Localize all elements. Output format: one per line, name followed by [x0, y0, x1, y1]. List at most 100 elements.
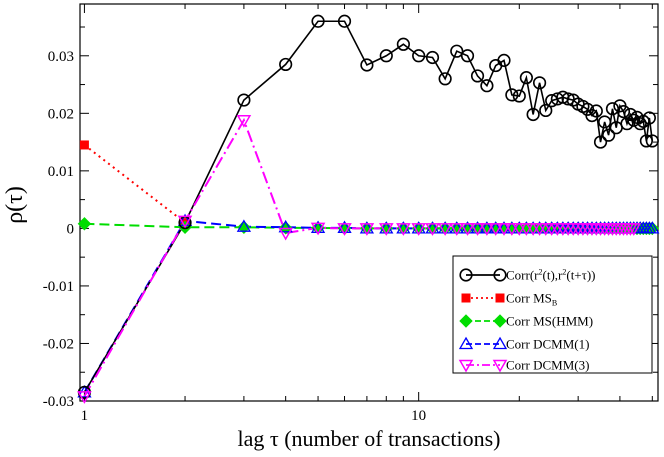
x-axis-title: lag τ (number of transactions): [238, 426, 501, 451]
data-point: [561, 92, 575, 106]
data-point: [616, 104, 631, 119]
data-point: [337, 14, 352, 28]
data-point: [639, 134, 653, 148]
data-point: [645, 134, 659, 148]
legend-marker: [459, 314, 473, 328]
data-point: [337, 223, 352, 236]
x-tick-label: 10: [411, 408, 426, 424]
data-point: [479, 223, 495, 236]
data-point: [488, 223, 503, 236]
legend-marker: [493, 314, 507, 328]
legend-item: Corr(r2(t),r2(t+τ)): [459, 268, 596, 283]
data-point: [396, 223, 411, 236]
data-point: [379, 49, 393, 63]
data-point: [539, 103, 553, 118]
legend-item: Corr MSB: [461, 291, 557, 308]
data-point: [438, 72, 452, 86]
legend-marker: [492, 359, 508, 373]
data-point: [519, 71, 533, 85]
data-point: [310, 222, 326, 236]
data-point: [626, 223, 642, 236]
data-point: [396, 37, 410, 51]
legend-marker: [459, 268, 473, 282]
y-tick-label: -0.02: [43, 336, 74, 352]
data-point: [425, 223, 440, 236]
series-markers: [77, 14, 660, 404]
data-point: [77, 217, 92, 231]
legend-marker: [458, 336, 474, 350]
legend-marker: [493, 268, 507, 282]
legend-label: Corr DCMM(1): [506, 337, 589, 352]
x-tick-label: 1: [81, 408, 89, 424]
y-tick-label: 0: [67, 221, 75, 237]
data-point: [642, 111, 656, 125]
data-point: [236, 219, 252, 232]
legend-label: Corr DCMM(3): [506, 358, 589, 373]
data-point: [450, 44, 464, 58]
series-line-0: [83, 20, 654, 393]
data-point: [337, 220, 352, 233]
legend-marker: [458, 359, 474, 373]
y-tick-label: -0.01: [43, 279, 74, 295]
data-point: [236, 114, 252, 128]
data-point: [412, 49, 426, 63]
series-markers-0: [77, 14, 659, 399]
data-point: [585, 109, 599, 123]
data-point: [645, 221, 660, 234]
data-point: [470, 69, 485, 83]
data-point: [237, 93, 251, 107]
data-point: [470, 223, 485, 236]
data-point: [550, 92, 564, 106]
y-axis-title: ρ(τ): [2, 186, 28, 224]
data-point: [593, 135, 608, 149]
data-point: [359, 223, 375, 236]
data-point: [279, 57, 293, 72]
legend: Corr(r2(t),r2(t+τ)) Corr MSB Corr MS(HMM) C…: [452, 255, 653, 374]
data-point: [360, 58, 374, 72]
legend-item: Corr DCMM(1): [458, 336, 589, 352]
legend-label: Corr MS(HMM): [506, 314, 593, 329]
data-point: [512, 223, 527, 236]
data-point: [411, 223, 426, 236]
data-point: [177, 215, 193, 229]
y-tick-label: -0.03: [43, 394, 74, 410]
legend-marker: [492, 336, 508, 350]
data-point: [598, 115, 612, 129]
legend-item: Corr MS(HMM): [459, 314, 593, 329]
data-point: [505, 88, 519, 102]
data-point: [311, 14, 325, 28]
data-point: [504, 223, 520, 236]
data-point: [627, 113, 641, 127]
data-point: [526, 107, 540, 122]
y-tick-label: 0.03: [48, 49, 74, 65]
data-point: [589, 104, 603, 118]
data-point: [512, 89, 526, 103]
data-point: [497, 53, 511, 67]
y-tick-label: 0.02: [48, 106, 74, 122]
data-point: [620, 117, 634, 131]
legend-label: Corr MSB: [506, 291, 557, 308]
data-point: [79, 140, 89, 150]
legend-label: Corr(r2(t),r2(t+τ)): [506, 268, 596, 283]
data-point: [237, 220, 251, 234]
data-point: [601, 128, 616, 142]
data-point: [460, 223, 475, 236]
data-point: [449, 223, 465, 236]
series-markers-4: [77, 114, 642, 404]
data-point: [278, 227, 293, 241]
data-point: [480, 79, 494, 93]
data-point: [77, 391, 92, 404]
legend-marker: [495, 293, 505, 303]
data-point: [496, 223, 512, 236]
data-point: [460, 49, 475, 63]
data-point: [437, 223, 453, 236]
data-point: [378, 223, 394, 236]
legend-item: Corr DCMM(3): [458, 358, 589, 373]
data-point: [633, 117, 647, 131]
data-point: [425, 50, 440, 65]
data-point: [278, 219, 293, 233]
y-tick-label: 0.01: [48, 164, 74, 180]
data-point: [532, 76, 547, 90]
legend-marker: [461, 293, 471, 303]
